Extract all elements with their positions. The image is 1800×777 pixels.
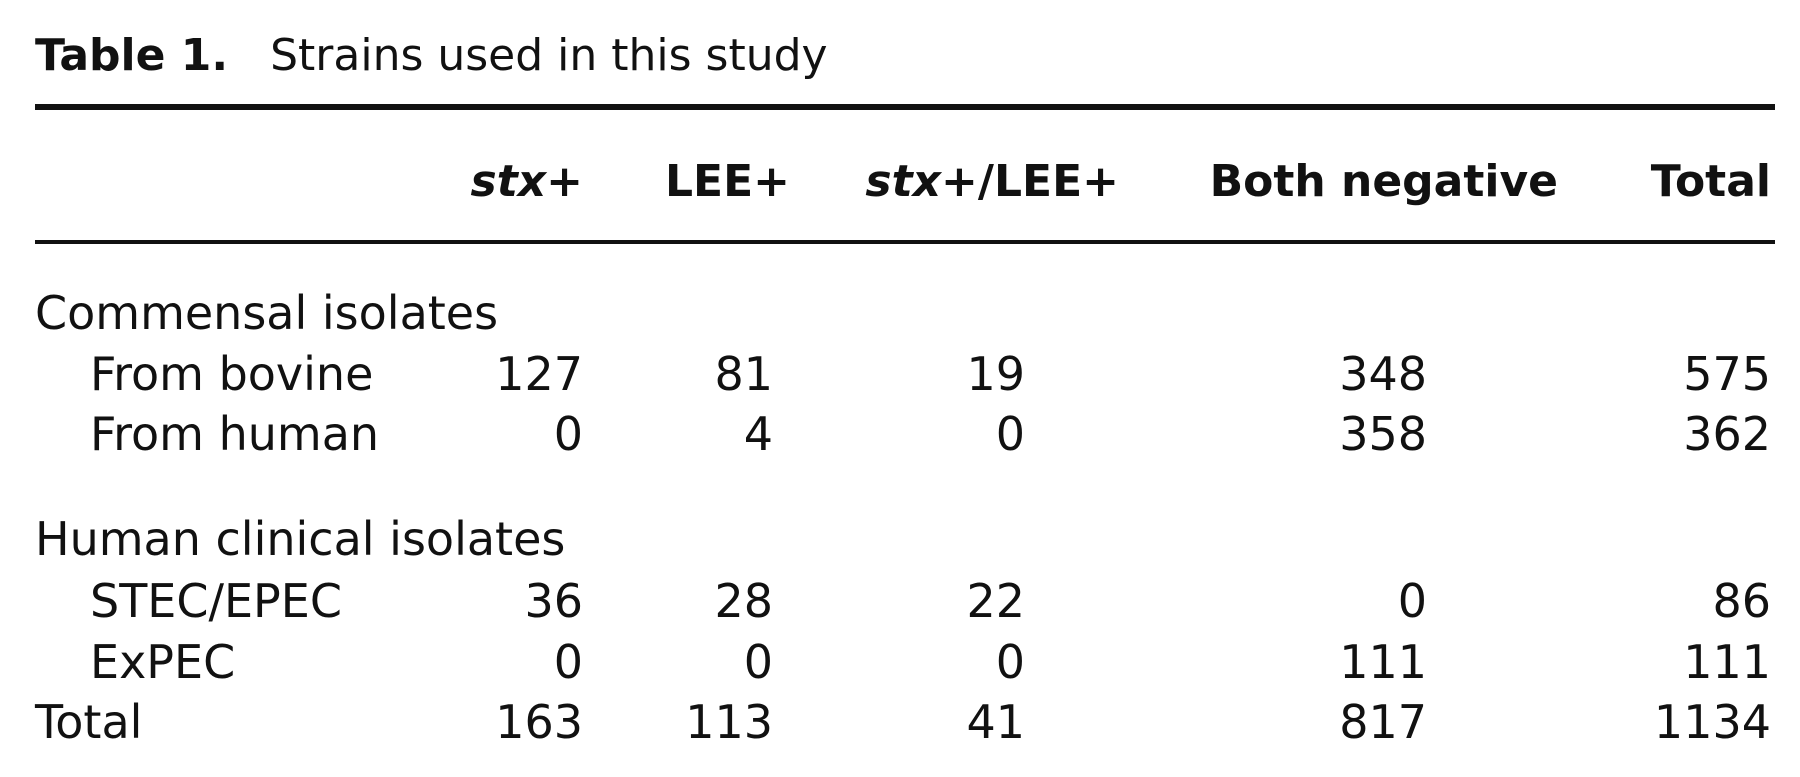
header-italic: stx — [471, 156, 548, 207]
header-italic: stx — [865, 156, 942, 207]
cell-value: 0 — [554, 407, 583, 461]
header-rule — [35, 240, 1775, 244]
cell-value: 0 — [554, 635, 583, 689]
row-label: From human — [90, 407, 379, 461]
cell-value: 4 — [744, 407, 773, 461]
caption-label: Table 1. — [35, 30, 228, 81]
cell-value: 817 — [1339, 695, 1427, 749]
cell-value: 113 — [685, 695, 773, 749]
column-header: Both negative — [1210, 156, 1558, 207]
cell-value: 111 — [1683, 635, 1771, 689]
row-label: STEC/EPEC — [90, 574, 342, 628]
header-text: + — [546, 156, 583, 207]
caption-text: Strains used in this study — [270, 30, 827, 81]
cell-value: 81 — [714, 347, 773, 401]
row-label: Total — [34, 695, 142, 749]
cell-value: 575 — [1683, 347, 1771, 401]
cell-value: 1134 — [1654, 695, 1771, 749]
column-header: stx+ — [471, 156, 583, 207]
cell-value: 28 — [714, 574, 773, 628]
cell-value: 111 — [1339, 635, 1427, 689]
cell-value: 0 — [744, 635, 773, 689]
cell-value: 36 — [524, 574, 583, 628]
cell-value: 0 — [1398, 574, 1427, 628]
cell-value: 0 — [996, 407, 1025, 461]
cell-value: 127 — [495, 347, 583, 401]
top-rule — [35, 104, 1775, 110]
table-caption: Table 1. Strains used in this study — [35, 30, 828, 81]
column-header: Total — [1651, 156, 1771, 207]
header-text: +/LEE+ — [941, 156, 1119, 207]
cell-value: 348 — [1339, 347, 1427, 401]
cell-value: 86 — [1712, 574, 1771, 628]
cell-value: 163 — [495, 695, 583, 749]
column-header: stx+/LEE+ — [865, 156, 1119, 207]
section-label: Human clinical isolates — [35, 512, 565, 566]
cell-value: 362 — [1683, 407, 1771, 461]
cell-value: 0 — [996, 635, 1025, 689]
row-label: ExPEC — [90, 635, 235, 689]
cell-value: 41 — [966, 695, 1025, 749]
section-label: Commensal isolates — [35, 286, 498, 340]
column-header: LEE+ — [665, 156, 790, 207]
cell-value: 358 — [1339, 407, 1427, 461]
row-label: From bovine — [90, 347, 373, 401]
cell-value: 19 — [966, 347, 1025, 401]
cell-value: 22 — [966, 574, 1025, 628]
